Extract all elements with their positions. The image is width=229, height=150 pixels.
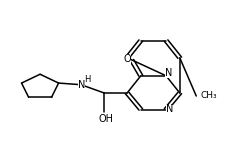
- Text: N: N: [78, 80, 85, 90]
- Text: OH: OH: [99, 114, 114, 123]
- Text: N: N: [166, 105, 174, 114]
- Text: O: O: [124, 54, 131, 63]
- Text: N: N: [165, 68, 172, 78]
- Text: H: H: [85, 75, 91, 84]
- Text: CH₃: CH₃: [200, 91, 217, 100]
